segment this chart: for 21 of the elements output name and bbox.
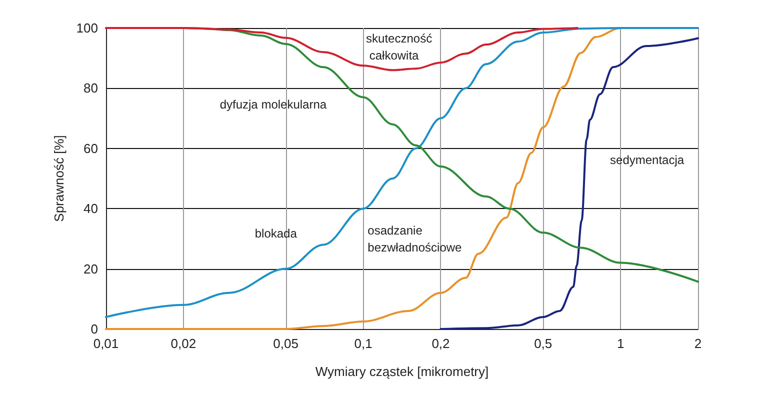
- y-tick-label: 100: [76, 20, 98, 36]
- x-tick-label: 0,2: [432, 336, 450, 351]
- y-tick-label: 80: [84, 80, 98, 96]
- x-axis-title: Wymiary cząstek [mikrometry]: [315, 364, 489, 379]
- text: sedymentacja: [610, 152, 684, 167]
- x-tick-label: 0,5: [534, 336, 552, 351]
- y-axis-title: Sprawność [%]: [51, 135, 66, 222]
- x-tick-label: 0,01: [93, 336, 119, 351]
- series-label: osadzanie bezwładnościowe: [368, 224, 462, 255]
- y-tick-label: 60: [84, 140, 98, 156]
- x-tick-label: 0,1: [354, 336, 372, 351]
- y-tick-label: 20: [84, 261, 98, 276]
- y-tick-label: 0: [90, 322, 98, 336]
- x-tick-label: 0,05: [273, 336, 298, 351]
- y-tick-label: 40: [84, 201, 98, 216]
- x-tick-label: 1: [616, 336, 624, 351]
- series-label: skuteczność całkowita: [366, 32, 432, 63]
- x-tick-label: 2: [694, 336, 702, 351]
- series-label: dyfuzja molekularna: [220, 98, 327, 112]
- series-label: blokada: [254, 226, 298, 241]
- x-tick-label: 0,02: [170, 336, 196, 351]
